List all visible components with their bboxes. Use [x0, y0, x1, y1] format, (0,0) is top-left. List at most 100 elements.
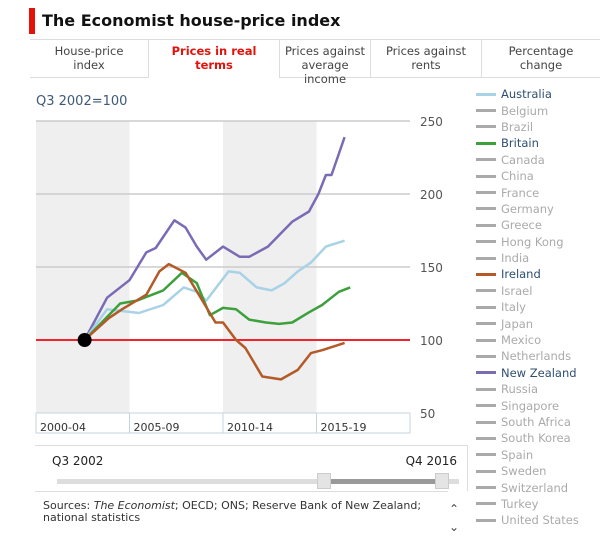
- legend-item-sweden[interactable]: Sweden: [476, 463, 596, 479]
- legend-label: India: [501, 251, 530, 266]
- line-chart: 50 100 150 200 250 2000-04 2005-09 2010-14 2015-…: [35, 115, 443, 434]
- y-tick-label: 100: [420, 334, 443, 348]
- legend-swatch: [476, 191, 496, 195]
- y-tick-label: 200: [420, 188, 443, 202]
- brand-bar: [29, 8, 35, 34]
- legend-swatch: [476, 174, 496, 178]
- tab-bar: House-price index Prices in real terms P…: [30, 39, 600, 86]
- legend-item-italy[interactable]: Italy: [476, 299, 596, 315]
- legend-label: Switzerland: [501, 480, 569, 495]
- legend-item-russia[interactable]: Russia: [476, 381, 596, 397]
- legend-item-south-africa[interactable]: South Africa: [476, 414, 596, 430]
- tab-prices-against-rents[interactable]: Prices against rents: [371, 40, 482, 78]
- legend-swatch: [476, 289, 496, 293]
- legend-item-netherlands[interactable]: Netherlands: [476, 348, 596, 364]
- legend-item-spain[interactable]: Spain: [476, 447, 596, 463]
- legend-swatch: [476, 240, 496, 244]
- base-point-marker: [77, 333, 92, 347]
- sources-rest: ; OECD; ONS; Reserve Bank of New Zealand…: [43, 499, 422, 524]
- legend-swatch: [476, 125, 496, 129]
- chart-title: The Economist house-price index: [42, 11, 341, 30]
- legend-swatch: [476, 207, 496, 211]
- legend-item-brazil[interactable]: Brazil: [476, 119, 596, 135]
- legend-item-south-korea[interactable]: South Korea: [476, 430, 596, 446]
- slider-range[interactable]: [324, 479, 439, 484]
- legend-swatch: [476, 371, 496, 375]
- date-range-slider[interactable]: Q3 2002 Q4 2016: [35, 445, 468, 491]
- y-tick-label: 250: [420, 115, 443, 129]
- sources-prefix: Sources:: [43, 499, 94, 512]
- legend-item-germany[interactable]: Germany: [476, 201, 596, 217]
- legend-swatch: [476, 404, 496, 408]
- legend-item-canada[interactable]: Canada: [476, 152, 596, 168]
- tab-house-price-index[interactable]: House-price index: [30, 40, 149, 78]
- legend-swatch: [476, 109, 496, 113]
- tab-prices-real-terms[interactable]: Prices in real terms: [149, 40, 280, 78]
- y-tick-label: 50: [420, 407, 435, 421]
- legend-label: Brazil: [501, 119, 534, 134]
- legend-item-ireland[interactable]: Ireland: [476, 266, 596, 282]
- legend-item-new-zealand[interactable]: New Zealand: [476, 365, 596, 381]
- legend-swatch: [476, 354, 496, 358]
- legend-label: South Korea: [501, 431, 571, 446]
- legend-label: Turkey: [501, 496, 539, 511]
- x-tick-label: 2000-04: [40, 421, 86, 434]
- legend-swatch: [476, 469, 496, 473]
- legend-swatch: [476, 141, 496, 145]
- legend-label: China: [501, 169, 534, 184]
- legend-item-india[interactable]: India: [476, 250, 596, 266]
- chart-subtitle: Q3 2002=100: [36, 94, 128, 109]
- scroll-down-icon[interactable]: ⌄: [449, 520, 460, 534]
- legend-label: United States: [501, 513, 579, 528]
- legend-label: Canada: [501, 152, 545, 167]
- legend-item-switzerland[interactable]: Switzerland: [476, 479, 596, 495]
- series-line-australia: [83, 239, 345, 341]
- legend-swatch: [476, 338, 496, 342]
- legend-swatch: [476, 453, 496, 457]
- x-tick-label: 2005-09: [134, 421, 180, 434]
- legend-swatch: [476, 387, 496, 391]
- legend-item-japan[interactable]: Japan: [476, 315, 596, 331]
- sources-italic: The Economist: [93, 499, 175, 512]
- legend-label: Germany: [501, 201, 554, 216]
- y-tick-label: 150: [420, 261, 443, 275]
- country-legend: Australia Belgium Brazil Britain Canada China…: [476, 86, 596, 529]
- legend-item-china[interactable]: China: [476, 168, 596, 184]
- legend-swatch: [476, 420, 496, 424]
- legend-item-australia[interactable]: Australia: [476, 86, 596, 102]
- legend-label: Greece: [501, 218, 542, 233]
- legend-scroll[interactable]: ⌃ ⌄: [449, 500, 459, 536]
- slider-track[interactable]: [57, 479, 459, 484]
- slider-start-handle[interactable]: [317, 473, 331, 489]
- x-tick-label: 2015-19: [321, 421, 367, 434]
- legend-label: South Africa: [501, 415, 571, 429]
- legend-label: Italy: [501, 300, 526, 315]
- series-line-new-zealand: [83, 136, 346, 341]
- scroll-up-icon[interactable]: ⌃: [449, 502, 460, 516]
- slider-end-label: Q4 2016: [405, 454, 457, 468]
- legend-item-britain[interactable]: Britain: [476, 135, 596, 151]
- legend-swatch: [476, 486, 496, 490]
- legend-swatch: [476, 223, 496, 227]
- legend-item-israel[interactable]: Israel: [476, 283, 596, 299]
- legend-label: Netherlands: [501, 349, 572, 364]
- tab-prices-against-income[interactable]: Prices against average income: [280, 40, 371, 86]
- legend-item-greece[interactable]: Greece: [476, 217, 596, 233]
- legend-label: Spain: [501, 447, 534, 462]
- legend-item-hong-kong[interactable]: Hong Kong: [476, 234, 596, 250]
- legend-label: Sweden: [501, 464, 547, 479]
- sources-note: Sources: The Economist; OECD; ONS; Reser…: [35, 491, 448, 524]
- legend-swatch: [476, 272, 496, 276]
- legend-item-united-states[interactable]: United States: [476, 512, 596, 528]
- slider-end-handle[interactable]: [435, 473, 449, 489]
- legend-item-turkey[interactable]: Turkey: [476, 496, 596, 512]
- legend-swatch: [476, 322, 496, 326]
- legend-label: Israel: [501, 283, 533, 298]
- legend-item-mexico[interactable]: Mexico: [476, 332, 596, 348]
- legend-item-belgium[interactable]: Belgium: [476, 102, 596, 118]
- legend-item-france[interactable]: France: [476, 184, 596, 200]
- tab-percentage-change[interactable]: Percentage change: [482, 40, 600, 78]
- legend-item-singapore[interactable]: Singapore: [476, 397, 596, 413]
- legend-swatch: [476, 92, 496, 96]
